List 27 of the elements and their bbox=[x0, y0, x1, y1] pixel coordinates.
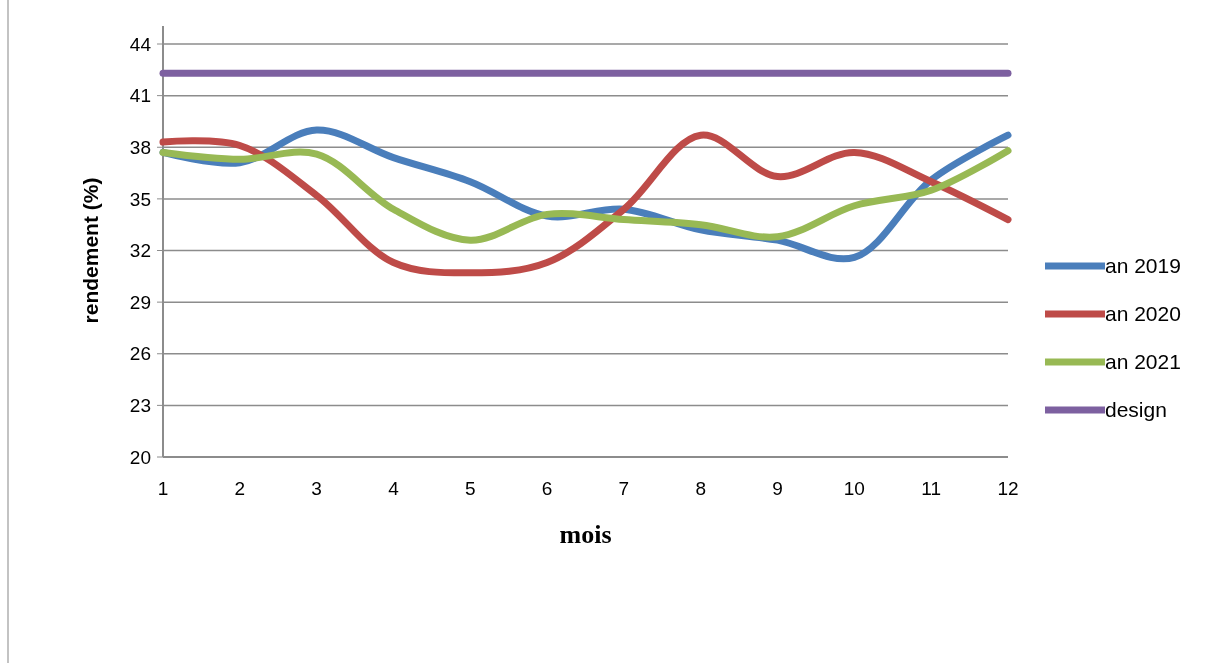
legend-label: an 2019 bbox=[1105, 254, 1181, 278]
x-axis-title: mois bbox=[559, 520, 612, 549]
x-tick-label: 1 bbox=[157, 478, 169, 499]
legend-label: design bbox=[1105, 398, 1167, 422]
y-tick-label: 29 bbox=[129, 291, 151, 313]
y-tick-label: 20 bbox=[129, 446, 151, 468]
y-tick-label: 44 bbox=[129, 33, 152, 55]
y-tick-label: 32 bbox=[129, 240, 151, 262]
y-tick-label: 26 bbox=[129, 343, 151, 365]
x-tick-label: 12 bbox=[997, 478, 1019, 499]
x-tick-label: 4 bbox=[388, 478, 400, 499]
x-tick-label: 6 bbox=[541, 478, 553, 499]
x-tick-label: 10 bbox=[843, 478, 865, 499]
x-tick-label: 9 bbox=[772, 478, 783, 499]
y-tick-label: 38 bbox=[129, 136, 151, 158]
legend-label: an 2020 bbox=[1105, 302, 1181, 326]
y-axis-title: rendement (%) bbox=[79, 177, 102, 324]
x-tick-label: 7 bbox=[618, 478, 630, 499]
x-tick-label: 8 bbox=[695, 478, 707, 499]
y-tick-label: 23 bbox=[129, 395, 151, 417]
x-tick-label: 3 bbox=[311, 478, 322, 499]
x-tick-label: 2 bbox=[234, 478, 246, 499]
x-tick-label: 5 bbox=[464, 478, 476, 499]
x-tick-label: 11 bbox=[921, 478, 942, 499]
legend-label: an 2021 bbox=[1105, 350, 1181, 374]
y-tick-label: 41 bbox=[129, 85, 151, 107]
y-tick-label: 35 bbox=[129, 188, 151, 210]
